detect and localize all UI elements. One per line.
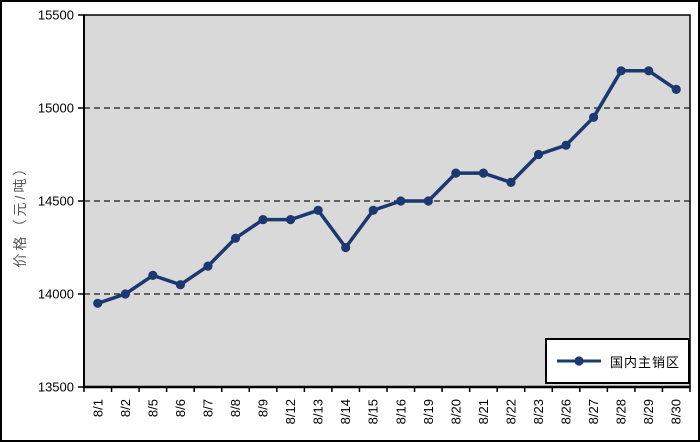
data-point — [616, 66, 626, 76]
data-point — [285, 215, 296, 225]
x-tick-label: 8/6 — [173, 399, 188, 417]
data-point — [313, 205, 323, 215]
y-tick-label: 14000 — [38, 287, 74, 302]
data-point — [203, 261, 213, 271]
data-point — [506, 177, 516, 187]
y-tick-label: 14500 — [38, 194, 74, 209]
x-tick-label: 8/9 — [256, 399, 271, 417]
x-tick-label: 8/16 — [393, 399, 408, 424]
legend-label: 国内主销区 — [609, 354, 680, 370]
data-point — [93, 298, 103, 308]
x-tick-label: 8/19 — [421, 399, 436, 424]
x-tick-label: 8/5 — [145, 399, 160, 417]
x-tick-label: 8/29 — [641, 399, 656, 424]
data-point — [368, 205, 378, 215]
x-tick-label: 8/20 — [448, 399, 463, 424]
data-point — [671, 84, 681, 94]
x-tick-label: 8/2 — [118, 399, 133, 417]
y-axis-title: 价格（元/吨） — [12, 158, 28, 268]
x-tick-label: 8/15 — [366, 399, 381, 424]
data-point — [423, 196, 433, 206]
data-point — [588, 112, 599, 122]
series-line — [96, 69, 678, 306]
y-tick-label: 13500 — [38, 380, 74, 395]
data-point — [258, 215, 268, 225]
data-point — [451, 168, 461, 178]
y-tick-label: 15000 — [38, 101, 74, 116]
y-tick-label: 15500 — [38, 8, 74, 23]
x-tick-label: 8/28 — [614, 399, 629, 424]
data-point — [230, 233, 241, 243]
data-point — [175, 280, 186, 290]
data-point — [396, 196, 406, 206]
x-tick-label: 8/30 — [669, 399, 684, 424]
data-point — [341, 242, 351, 253]
data-point — [120, 289, 130, 299]
x-tick-label: 8/14 — [338, 399, 353, 424]
x-tick-label: 8/1 — [90, 399, 105, 417]
data-point — [561, 140, 571, 150]
x-tick-label: 8/22 — [503, 399, 518, 424]
x-tick-label: 8/26 — [559, 399, 574, 424]
x-tick-label: 8/12 — [283, 399, 298, 424]
data-point — [148, 270, 158, 280]
legend-marker-icon — [556, 356, 601, 366]
legend-marker-point — [574, 356, 584, 366]
data-point — [478, 168, 489, 178]
data-point — [644, 66, 654, 76]
x-tick-label: 8/7 — [200, 399, 215, 417]
x-tick-label: 8/13 — [311, 399, 326, 424]
legend: 国内主销区 — [545, 338, 690, 384]
x-tick-label: 8/8 — [228, 399, 243, 417]
x-tick-label: 8/21 — [476, 399, 491, 424]
x-tick-label: 8/27 — [586, 399, 601, 424]
x-tick-label: 8/23 — [531, 399, 546, 424]
data-point — [533, 149, 544, 160]
